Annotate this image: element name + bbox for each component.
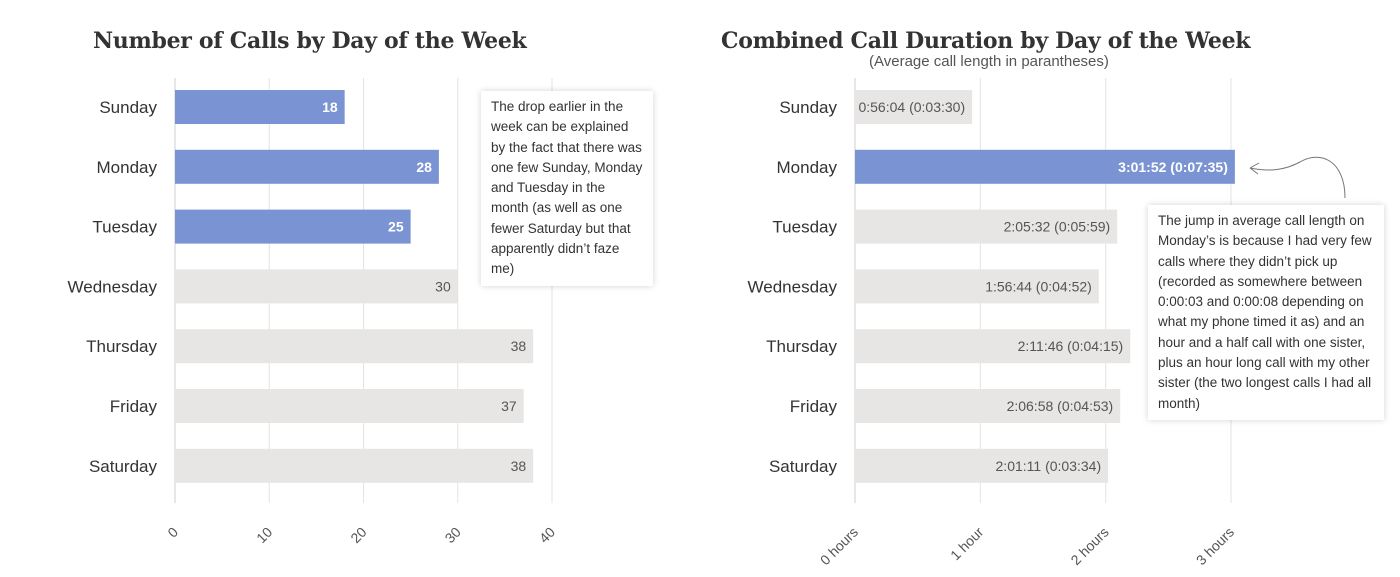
data-label: 18 <box>322 99 338 115</box>
bar <box>855 389 1121 423</box>
annotation-arrowhead <box>1249 162 1260 175</box>
data-label: 28 <box>416 159 432 175</box>
category-label: Friday <box>110 397 158 416</box>
data-label: 2:01:11 (0:03:34) <box>996 458 1102 474</box>
bar <box>175 149 439 184</box>
data-label: 1:56:44 (0:04:52) <box>985 278 1092 294</box>
category-label: Thursday <box>766 337 837 356</box>
annotation-note: The jump in average call length on Monda… <box>1148 205 1384 420</box>
data-label: 37 <box>501 398 517 414</box>
bar <box>175 90 345 124</box>
category-label: Monday <box>777 158 838 177</box>
bar <box>855 209 1118 244</box>
data-label: 38 <box>511 458 527 474</box>
chart-subtitle: (Average call length in parantheses) <box>869 53 1109 70</box>
tick-label: 0 hours <box>817 524 861 568</box>
data-label: 2:06:58 (0:04:53) <box>1007 398 1114 414</box>
bar <box>855 269 1099 304</box>
bar <box>175 389 524 423</box>
category-label: Tuesday <box>92 218 157 237</box>
chart-title: Number of Calls by Day of the Week <box>93 28 527 54</box>
annotation-arrow <box>1249 156 1346 199</box>
bar <box>175 448 534 483</box>
data-label: 2:05:32 (0:05:59) <box>1004 219 1111 235</box>
category-label: Tuesday <box>772 218 837 237</box>
annotation-note: The drop earlier in the week can be expl… <box>481 91 653 286</box>
tick-label: 1 hour <box>947 524 987 564</box>
chart-title: Combined Call Duration by Day of the Wee… <box>721 28 1251 54</box>
bar <box>175 329 534 364</box>
calls-bar-chart: Sunday 18 Monday 28 Tuesday 25 Wednesday 30 Thur… <box>68 78 558 546</box>
category-label: Wednesday <box>68 277 158 296</box>
category-label: Sunday <box>99 98 157 117</box>
data-label: 30 <box>435 278 451 294</box>
data-label: 2:11:46 (0:04:15) <box>1018 338 1124 354</box>
bar <box>175 269 458 304</box>
data-label: 25 <box>388 219 404 235</box>
category-label: Sunday <box>779 98 837 117</box>
data-label: 3:01:52 (0:07:35) <box>1118 159 1228 175</box>
category-label: Wednesday <box>748 277 838 296</box>
bar <box>855 90 973 124</box>
category-label: Saturday <box>89 457 158 476</box>
bar <box>855 149 1235 184</box>
category-label: Friday <box>790 397 838 416</box>
category-label: Thursday <box>86 337 157 356</box>
data-label: 0:56:04 (0:03:30) <box>858 99 965 115</box>
bar <box>855 329 1131 364</box>
bar <box>175 209 411 244</box>
tick-label: 3 hours <box>1193 524 1237 568</box>
category-label: Monday <box>97 158 158 177</box>
bar <box>855 448 1109 483</box>
category-label: Saturday <box>769 457 838 476</box>
data-label: 38 <box>511 338 527 354</box>
tick-label: 2 hours <box>1067 524 1111 568</box>
